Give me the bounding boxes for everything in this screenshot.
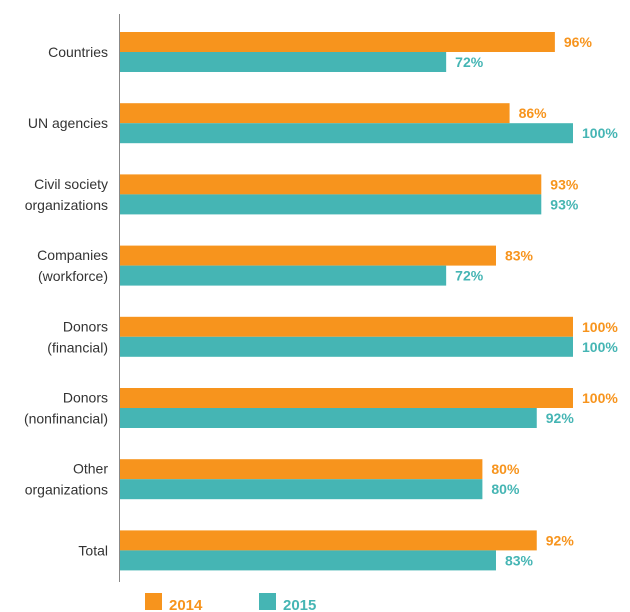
- value-label-2015: 80%: [491, 481, 520, 497]
- bar-2015: [120, 336, 573, 357]
- category-label-line: UN agencies: [28, 115, 108, 131]
- value-label-2015: 93%: [550, 196, 579, 212]
- bar-2015: [120, 52, 447, 72]
- value-label-2014: 100%: [582, 390, 618, 406]
- category-label-line: Countries: [48, 44, 108, 60]
- value-label-2015: 100%: [582, 125, 618, 141]
- legend-label-2014: 2014: [169, 597, 203, 612]
- category-label-line: Total: [78, 542, 108, 558]
- value-label-2014: 80%: [491, 461, 520, 477]
- bar-2014: [120, 388, 573, 408]
- bar-2015: [120, 265, 447, 286]
- category-label-line: (nonfinancial): [24, 411, 108, 427]
- category-label-line: Donors: [63, 390, 108, 406]
- bar-2014: [120, 316, 573, 337]
- value-label-2015: 83%: [505, 552, 534, 568]
- legend: 2014 2015: [145, 593, 316, 612]
- value-label-2014: 93%: [550, 176, 579, 192]
- category-label: Total: [78, 542, 108, 558]
- category-label-line: (workforce): [38, 268, 108, 284]
- category-label: Civil society organizations: [25, 176, 108, 213]
- bar-2015: [120, 123, 573, 144]
- category-label: Other organizations: [25, 461, 109, 498]
- category-label: Donors (financial): [47, 318, 108, 355]
- bar-2014: [120, 103, 510, 124]
- bar-2015: [120, 408, 537, 428]
- bar-2014: [120, 245, 496, 266]
- bar-2015: [120, 194, 542, 215]
- category-label: UN agencies: [28, 115, 108, 131]
- value-label-2014: 96%: [564, 34, 593, 50]
- legend-swatch-2015: [259, 593, 276, 610]
- bar-2015: [120, 550, 496, 571]
- category-label-line: Civil society: [34, 176, 108, 192]
- category-label: Companies (workforce): [37, 247, 108, 284]
- category-labels: Countries UN agencies Civil society organiz…: [24, 44, 108, 558]
- value-labels: 96% 72% 86% 100% 93% 93% 83% 72% 100% 100% 100% 92%…: [455, 34, 618, 568]
- value-label-2015: 72%: [455, 268, 484, 284]
- bar-2014: [120, 459, 483, 480]
- category-label-line: Other: [73, 461, 108, 477]
- category-label-line: Donors: [63, 318, 108, 334]
- value-label-2015: 92%: [546, 410, 575, 426]
- category-label: Donors (nonfinancial): [24, 390, 108, 427]
- legend-swatch-2014: [145, 593, 162, 610]
- category-label: Countries: [48, 44, 108, 60]
- value-label-2015: 72%: [455, 54, 484, 70]
- legend-label-2015: 2015: [283, 597, 316, 612]
- value-label-2014: 100%: [582, 319, 618, 335]
- value-label-2014: 92%: [546, 532, 575, 548]
- category-label-line: (financial): [47, 339, 108, 355]
- bar-2014: [120, 530, 537, 551]
- bar-2014: [120, 32, 555, 52]
- value-label-2014: 83%: [505, 248, 534, 264]
- category-label-line: Companies: [37, 247, 108, 263]
- bars-layer: [120, 32, 573, 571]
- bar-2015: [120, 479, 483, 500]
- value-label-2015: 100%: [582, 339, 618, 355]
- category-label-line: organizations: [25, 197, 108, 213]
- bar-2014: [120, 174, 542, 195]
- category-label-line: organizations: [25, 482, 108, 498]
- value-label-2014: 86%: [519, 105, 548, 121]
